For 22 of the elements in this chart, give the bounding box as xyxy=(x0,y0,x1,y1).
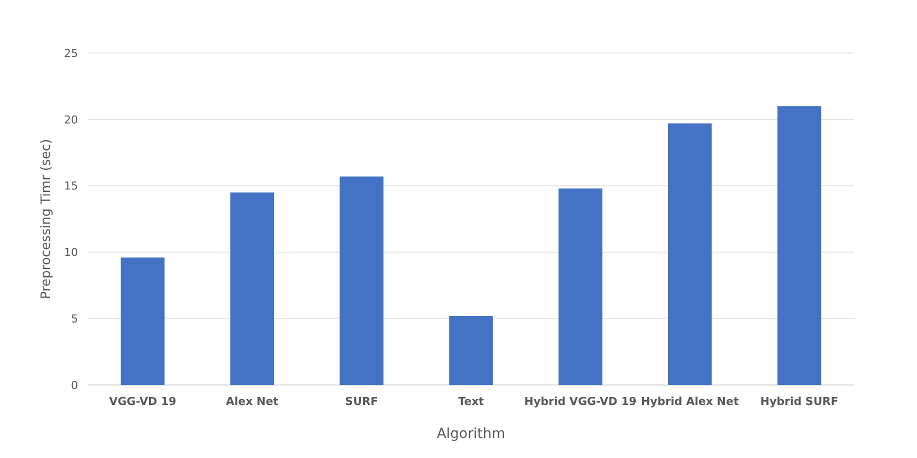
x-axis-title: Algorithm xyxy=(436,426,506,442)
bar xyxy=(449,316,493,385)
y-tick-label: 0 xyxy=(71,378,78,392)
y-axis-title: Preprocessing Timr (sec) xyxy=(39,138,54,300)
x-tick-label: Text xyxy=(458,395,484,408)
y-tick-label: 15 xyxy=(64,180,78,193)
x-tick-label: Hybrid VGG-VD 19 xyxy=(524,395,637,408)
bar xyxy=(558,188,602,385)
bar xyxy=(340,176,384,385)
x-tick-label: Alex Net xyxy=(226,395,278,408)
bar xyxy=(668,123,712,385)
x-tick-label: SURF xyxy=(345,395,378,408)
x-tick-label: Hybrid SURF xyxy=(760,395,838,408)
y-tick-label: 10 xyxy=(64,246,78,260)
y-tick-label: 25 xyxy=(64,46,78,60)
bar xyxy=(230,192,274,385)
bar xyxy=(777,106,822,385)
y-tick-label: 20 xyxy=(64,113,78,126)
x-tick-label: VGG-VD 19 xyxy=(109,395,176,408)
x-tick-label: Hybrid Alex Net xyxy=(640,395,739,408)
bar xyxy=(120,258,165,385)
y-tick-label: 5 xyxy=(71,312,78,326)
